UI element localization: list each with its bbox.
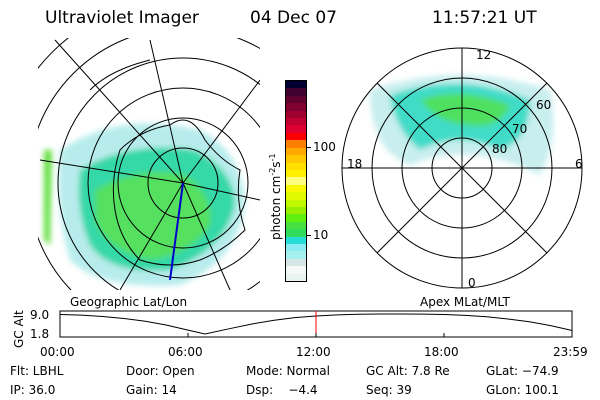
colorbar-segment [286,177,306,185]
door-status: Door: Open [126,364,195,378]
seq-status: Seq: 39 [366,383,412,397]
coastline-south-america [89,59,151,91]
mlt-label-0: 0 [468,276,476,290]
colorbar-segment [286,95,306,104]
date-label: 04 Dec 07 [250,8,337,28]
mlt-label-18: 18 [347,157,363,171]
colorbar-segment [286,118,306,126]
colorbar-segment [286,125,306,133]
x-tick-0600: 06:00 [168,345,203,359]
colorbar-tick-100: 100 [313,140,336,154]
lat-lon-grid [38,38,260,290]
colorbar-segment [286,110,306,119]
colorbar-segment [286,192,306,200]
polar-grid [341,47,583,289]
y-axis-label: GC Alt [12,310,26,348]
aurora-image-left [44,123,245,286]
colorbar-segment [286,229,306,237]
left-map-title: Geographic Lat/Lon [70,295,188,309]
x-tick-1200: 12:00 [296,345,331,359]
y-tick-9.0: 9.0 [30,308,50,322]
colorbar-segment [286,169,306,178]
colorbar-segment [286,81,306,89]
colorbar-segment [286,88,306,96]
y-tick-1.8: 1.8 [30,327,50,341]
colorbar-segment [286,243,306,252]
x-tick-0000: 00:00 [40,345,75,359]
filter-status: Flt: LBHL [10,364,64,378]
colorbar-segment [286,266,306,274]
colorbar-segment [286,251,306,259]
coastline [112,119,246,266]
mlt-label-12: 12 [476,48,492,62]
time-label: 11:57:21 UT [432,8,537,28]
mlt-label-6: 6 [575,157,583,171]
colorbar-segment [286,184,306,193]
colorbar-segment [286,236,306,244]
colorbar-segment [286,206,306,215]
colorbar-segment [286,273,306,281]
gc-alt-status: GC Alt: 7.8 Re [366,364,450,378]
colorbar-segment [286,221,306,230]
colorbar-tick-10: 10 [313,228,329,242]
colorbar-segment [286,132,306,141]
colorbar-segment [286,155,306,163]
gain-status: Gain: 14 [126,383,177,397]
colorbar [285,80,307,282]
mode-status: Mode: Normal [246,364,330,378]
ip-status: IP: 36.0 [10,383,56,397]
colorbar-segment [286,103,306,111]
colorbar-segment [286,258,306,267]
colorbar-segment [286,140,306,148]
colorbar-segment [286,147,306,156]
right-map-title: Apex MLat/MLT [420,295,510,309]
glon-status: GLon: 100.1 [486,383,559,397]
colorbar-segment [286,199,306,207]
mlat-label-80: 80 [492,142,508,156]
mlat-label-70: 70 [512,122,528,136]
sun-direction-line [169,182,184,281]
dsp-status: Dsp: −4.4 [246,383,318,397]
colorbar-segment [286,162,306,170]
x-tick-2359: 23:59 [553,345,588,359]
instrument-title: Ultraviolet Imager [45,8,199,28]
x-tick-1800: 18:00 [424,345,459,359]
glat-status: GLat: −74.9 [486,364,559,378]
mlat-label-60: 60 [536,98,552,112]
colorbar-segment [286,214,306,222]
